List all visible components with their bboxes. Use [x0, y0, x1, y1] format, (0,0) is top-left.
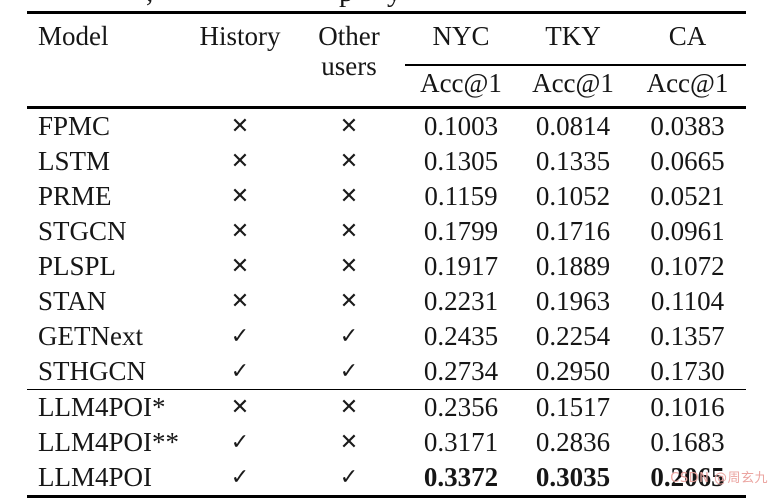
caption-fragment: ,	[146, 0, 153, 9]
check-mark: ✓	[230, 430, 250, 455]
metric-value: 0.1016	[629, 389, 746, 425]
col-header-other-users: Other users	[318, 21, 380, 81]
metric-value: 0.1072	[650, 251, 725, 281]
table-row: LSTM ✕ ✕ 0.1305 0.1335 0.0665	[27, 144, 746, 179]
cross-mark: ✕	[230, 149, 250, 174]
table-row: STAN ✕ ✕ 0.2231 0.1963 0.1104	[27, 284, 746, 319]
cross-mark: ✕	[339, 430, 359, 455]
cross-mark: ✕	[339, 219, 359, 244]
metric-value: 0.1104	[650, 286, 725, 316]
metric-value: 0.1052	[535, 181, 611, 211]
model-name: LLM4POI*	[27, 389, 187, 425]
model-name: LSTM	[38, 146, 111, 176]
model-name: LLM4POI	[38, 462, 152, 492]
cross-mark: ✕	[293, 389, 405, 425]
metric-value: 0.1335	[535, 146, 611, 176]
caption-fragment: y	[387, 0, 402, 9]
cross-mark: ✕	[230, 184, 250, 209]
metric-value: 0.1517	[517, 389, 629, 425]
check-mark: ✓	[339, 324, 359, 349]
metric-value: 0.1889	[535, 251, 611, 281]
metric-value: 0.3171	[423, 427, 499, 457]
metric-value: 0.3035	[535, 462, 611, 492]
cross-mark: ✕	[230, 219, 250, 244]
table-header: Model History Other users NYC TKY CA Acc…	[27, 12, 746, 108]
metric-value: 0.2231	[423, 286, 499, 316]
cross-mark: ✕	[293, 106, 405, 144]
metric-value: 0.3372	[423, 462, 499, 492]
cross-mark: ✕	[230, 289, 250, 314]
check-mark: ✓	[230, 465, 250, 490]
cropped-caption-line: , p y	[0, 0, 769, 9]
metric-value: 0.1305	[423, 146, 499, 176]
model-name: STGCN	[38, 216, 127, 246]
model-name: PRME	[38, 181, 112, 211]
caption-fragment: p	[339, 0, 354, 9]
metric-value: 0.1159	[424, 181, 498, 211]
model-name: LLM4POI**	[38, 427, 179, 457]
table-row: LLM4POI ✓ ✓ 0.3372 0.3035 0.2065	[27, 460, 746, 497]
model-name: GETNext	[38, 321, 143, 351]
table-row: LLM4POI* ✕ ✕ 0.2356 0.1517 0.1016	[27, 389, 746, 425]
cross-mark: ✕	[339, 289, 359, 314]
table-row: PRME ✕ ✕ 0.1159 0.1052 0.0521	[27, 179, 746, 214]
col-subheader-tky-acc1: Acc@1	[532, 68, 614, 98]
metric-value: 0.1963	[535, 286, 611, 316]
check-mark: ✓	[230, 324, 250, 349]
col-header-history: History	[199, 21, 281, 51]
metric-value: 0.1730	[650, 356, 725, 386]
metric-value: 0.1716	[535, 216, 611, 246]
check-mark: ✓	[339, 465, 359, 490]
metric-value: 0.1917	[423, 251, 499, 281]
results-table: Model History Other users NYC TKY CA Acc…	[27, 11, 746, 498]
check-mark: ✓	[339, 359, 359, 384]
cross-mark: ✕	[339, 149, 359, 174]
metric-value: 0.2065	[650, 462, 725, 492]
metric-value: 0.2356	[405, 389, 517, 425]
metric-value: 0.1683	[650, 427, 725, 457]
table-row: STHGCN ✓ ✓ 0.2734 0.2950 0.1730	[27, 354, 746, 390]
cross-mark: ✕	[339, 184, 359, 209]
cross-mark: ✕	[187, 389, 293, 425]
metric-value: 0.0383	[629, 106, 746, 144]
metric-value: 0.1799	[423, 216, 499, 246]
model-name: STHGCN	[38, 356, 147, 386]
metric-value: 0.0961	[650, 216, 725, 246]
metric-value: 0.1357	[650, 321, 725, 351]
col-header-ca: CA	[629, 12, 746, 66]
cross-mark: ✕	[339, 254, 359, 279]
check-mark: ✓	[230, 359, 250, 384]
model-name: FPMC	[27, 106, 187, 144]
metric-value: 0.2950	[535, 356, 611, 386]
col-header-tky: TKY	[517, 12, 629, 66]
model-name: STAN	[38, 286, 107, 316]
metric-value: 0.2254	[535, 321, 611, 351]
cross-mark: ✕	[230, 254, 250, 279]
cross-mark: ✕	[187, 106, 293, 144]
col-header-model: Model	[38, 21, 109, 51]
metric-value: 0.0665	[650, 146, 725, 176]
col-subheader-nyc-acc1: Acc@1	[420, 68, 502, 98]
metric-value: 0.2734	[423, 356, 499, 386]
metric-value: 0.0521	[650, 181, 725, 211]
model-name: PLSPL	[38, 251, 117, 281]
table-row: FPMC ✕ ✕ 0.1003 0.0814 0.0383	[27, 106, 746, 144]
csdn-watermark: CSDN @周玄九	[670, 471, 768, 486]
metric-value: 0.1003	[405, 106, 517, 144]
table-row: PLSPL ✕ ✕ 0.1917 0.1889 0.1072	[27, 249, 746, 284]
col-subheader-ca-acc1: Acc@1	[646, 68, 729, 98]
col-header-nyc: NYC	[405, 12, 517, 66]
table-row: STGCN ✕ ✕ 0.1799 0.1716 0.0961	[27, 214, 746, 249]
table-body: FPMC ✕ ✕ 0.1003 0.0814 0.0383 LSTM ✕ ✕ 0.1305 0.13…	[27, 106, 746, 497]
metric-value: 0.2836	[535, 427, 611, 457]
table-row: GETNext ✓ ✓ 0.2435 0.2254 0.1357	[27, 319, 746, 354]
metric-value: 0.0814	[517, 106, 629, 144]
table-row: LLM4POI** ✓ ✕ 0.3171 0.2836 0.1683	[27, 425, 746, 460]
metric-value: 0.2435	[423, 321, 499, 351]
